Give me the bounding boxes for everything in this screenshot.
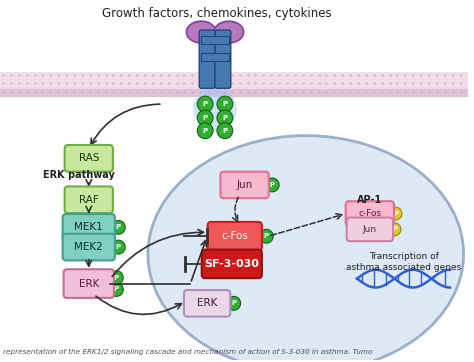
FancyBboxPatch shape <box>220 172 269 198</box>
Text: representation of the ERK1/2 signaling cascade and mechanism of action of S-3-03: representation of the ERK1/2 signaling c… <box>3 349 373 355</box>
Text: Jun: Jun <box>237 180 253 190</box>
Circle shape <box>388 223 401 236</box>
Bar <box>0 89 467 97</box>
Bar <box>0 72 467 89</box>
Text: ERK: ERK <box>197 298 217 308</box>
Text: P: P <box>222 128 228 134</box>
FancyBboxPatch shape <box>199 30 215 88</box>
FancyBboxPatch shape <box>63 214 115 241</box>
Circle shape <box>227 296 241 310</box>
Circle shape <box>389 207 402 220</box>
Text: P: P <box>202 115 208 121</box>
Text: ERK: ERK <box>79 279 99 289</box>
Text: MEK1: MEK1 <box>74 222 103 232</box>
Text: P: P <box>392 226 397 232</box>
Ellipse shape <box>186 21 216 43</box>
Text: Growth factors, chemokines, cytokines: Growth factors, chemokines, cytokines <box>102 7 332 20</box>
Text: P: P <box>231 300 237 306</box>
Text: Jun: Jun <box>363 225 377 234</box>
Text: P: P <box>202 101 208 107</box>
Circle shape <box>111 220 125 234</box>
Text: AP-1: AP-1 <box>357 195 383 205</box>
Text: P: P <box>270 182 275 188</box>
Text: P: P <box>393 211 398 216</box>
Bar <box>201 53 229 61</box>
Text: P: P <box>116 244 121 250</box>
Circle shape <box>197 110 213 126</box>
Ellipse shape <box>214 21 244 43</box>
Circle shape <box>109 283 123 296</box>
FancyBboxPatch shape <box>63 234 115 260</box>
FancyBboxPatch shape <box>64 145 113 172</box>
Text: P: P <box>222 101 228 107</box>
FancyBboxPatch shape <box>64 186 113 213</box>
FancyBboxPatch shape <box>346 218 393 241</box>
FancyBboxPatch shape <box>346 201 394 226</box>
Ellipse shape <box>148 136 464 362</box>
Circle shape <box>109 271 123 285</box>
Text: c-Fos: c-Fos <box>358 209 382 218</box>
Circle shape <box>217 96 233 112</box>
Text: ERK pathway: ERK pathway <box>43 170 115 180</box>
Text: P: P <box>116 224 121 230</box>
Text: asthma associated genes: asthma associated genes <box>346 263 461 272</box>
Bar <box>201 36 229 44</box>
Circle shape <box>111 240 125 254</box>
FancyBboxPatch shape <box>215 30 231 88</box>
Text: SF-3-030: SF-3-030 <box>204 259 259 269</box>
Text: P: P <box>264 233 269 239</box>
Circle shape <box>197 96 213 112</box>
FancyBboxPatch shape <box>184 290 230 317</box>
Text: P: P <box>222 115 228 121</box>
Text: RAF: RAF <box>79 195 99 205</box>
Text: P: P <box>114 275 119 281</box>
Circle shape <box>197 123 213 139</box>
Circle shape <box>217 110 233 126</box>
Text: MEK2: MEK2 <box>74 242 103 252</box>
Text: P: P <box>114 286 119 292</box>
FancyBboxPatch shape <box>202 249 262 278</box>
FancyBboxPatch shape <box>64 269 114 298</box>
Text: Transcription of: Transcription of <box>369 252 438 261</box>
Circle shape <box>265 178 279 192</box>
Circle shape <box>217 123 233 139</box>
FancyBboxPatch shape <box>208 222 262 251</box>
Circle shape <box>193 87 237 131</box>
Text: c-Fos: c-Fos <box>221 231 248 241</box>
Text: RAS: RAS <box>79 153 99 163</box>
Text: P: P <box>202 128 208 134</box>
Circle shape <box>259 230 273 243</box>
